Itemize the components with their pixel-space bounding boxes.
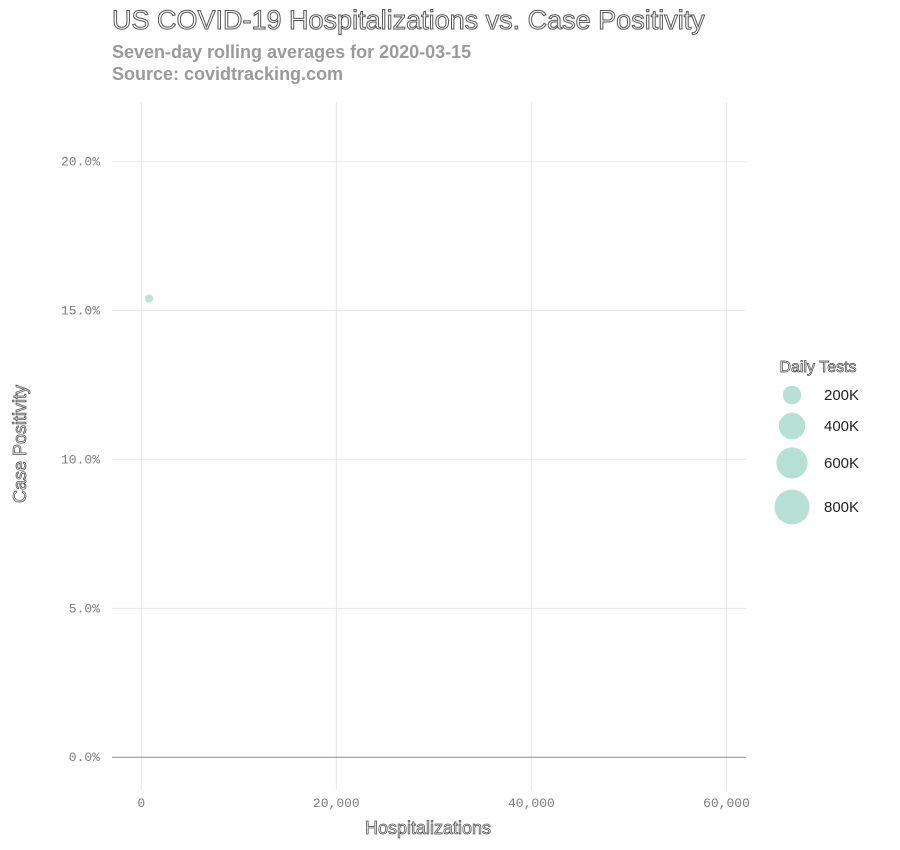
data-points [144, 294, 154, 303]
y-tick-label: 15.0% [61, 303, 100, 318]
legend-size-swatch [776, 447, 808, 479]
x-axis-title: Hospitalizations [365, 818, 491, 838]
legend-size-swatch [782, 385, 802, 405]
legend-title: Daily Tests [779, 359, 856, 376]
y-tick-label: 0.0% [69, 750, 100, 765]
y-tick-label: 5.0% [69, 601, 100, 616]
legend-label: 400K [824, 418, 859, 435]
size-legend: Daily Tests 200K 400K 600K 800K [774, 359, 859, 525]
chart-subtitle: Seven-day rolling averages for 2020-03-1… [112, 42, 472, 62]
chart-title: US COVID-19 Hospitalizations vs. Case Po… [112, 5, 706, 36]
x-tick-label: 0 [137, 796, 145, 811]
y-axis-ticks: 0.0% 5.0% 10.0% 15.0% 20.0% [61, 155, 100, 766]
y-axis-title: Case Positivity [10, 385, 30, 503]
y-tick-label: 20.0% [61, 155, 100, 170]
chart-source: Source: covidtracking.com [112, 64, 344, 84]
legend-size-swatch [774, 489, 810, 525]
x-tick-label: 40,000 [508, 796, 555, 811]
x-axis-ticks: 0 20,000 40,000 60,000 [137, 796, 750, 811]
legend-label: 600K [824, 455, 859, 472]
x-tick-label: 20,000 [313, 796, 360, 811]
legend-size-swatch [778, 412, 806, 440]
data-point [144, 294, 154, 303]
y-tick-label: 10.0% [61, 452, 100, 467]
x-tick-label: 60,000 [703, 796, 750, 811]
grid-lines [112, 102, 746, 790]
legend-label: 800K [824, 499, 859, 516]
legend-label: 200K [824, 387, 859, 404]
